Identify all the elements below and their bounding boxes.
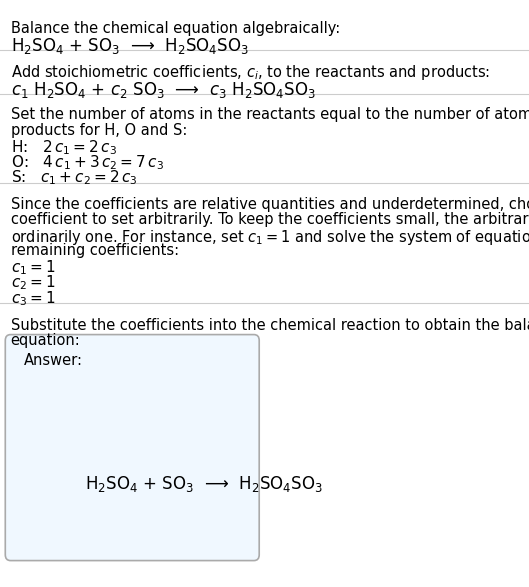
Text: Since the coefficients are relative quantities and underdetermined, choose a: Since the coefficients are relative quan… bbox=[11, 197, 529, 212]
Text: Substitute the coefficients into the chemical reaction to obtain the balanced: Substitute the coefficients into the che… bbox=[11, 318, 529, 333]
Text: Add stoichiometric coefficients, $c_i$, to the reactants and products:: Add stoichiometric coefficients, $c_i$, … bbox=[11, 63, 490, 82]
Text: O:   $4\,c_1 + 3\,c_2 = 7\,c_3$: O: $4\,c_1 + 3\,c_2 = 7\,c_3$ bbox=[11, 153, 164, 172]
Text: coefficient to set arbitrarily. To keep the coefficients small, the arbitrary va: coefficient to set arbitrarily. To keep … bbox=[11, 212, 529, 228]
Text: $c_2 = 1$: $c_2 = 1$ bbox=[11, 274, 55, 292]
Text: H:   $2\,c_1 = 2\,c_3$: H: $2\,c_1 = 2\,c_3$ bbox=[11, 138, 117, 157]
Text: H$_2$SO$_4$ + SO$_3$  ⟶  H$_2$SO$_4$SO$_3$: H$_2$SO$_4$ + SO$_3$ ⟶ H$_2$SO$_4$SO$_3$ bbox=[85, 474, 323, 494]
Text: S:   $c_1 + c_2 = 2\,c_3$: S: $c_1 + c_2 = 2\,c_3$ bbox=[11, 168, 137, 187]
Text: products for H, O and S:: products for H, O and S: bbox=[11, 123, 187, 138]
Text: Set the number of atoms in the reactants equal to the number of atoms in the: Set the number of atoms in the reactants… bbox=[11, 107, 529, 123]
Text: Answer:: Answer: bbox=[24, 353, 83, 369]
Text: H$_2$SO$_4$ + SO$_3$  ⟶  H$_2$SO$_4$SO$_3$: H$_2$SO$_4$ + SO$_3$ ⟶ H$_2$SO$_4$SO$_3$ bbox=[11, 36, 249, 56]
FancyBboxPatch shape bbox=[5, 335, 259, 561]
Text: ordinarily one. For instance, set $c_1 = 1$ and solve the system of equations fo: ordinarily one. For instance, set $c_1 =… bbox=[11, 228, 529, 247]
Text: Balance the chemical equation algebraically:: Balance the chemical equation algebraica… bbox=[11, 21, 340, 36]
Text: remaining coefficients:: remaining coefficients: bbox=[11, 243, 179, 258]
Text: $c_1 = 1$: $c_1 = 1$ bbox=[11, 258, 55, 277]
Text: equation:: equation: bbox=[11, 333, 80, 348]
Text: $c_3 = 1$: $c_3 = 1$ bbox=[11, 289, 55, 308]
Text: $c_1$ H$_2$SO$_4$ + $c_2$ SO$_3$  ⟶  $c_3$ H$_2$SO$_4$SO$_3$: $c_1$ H$_2$SO$_4$ + $c_2$ SO$_3$ ⟶ $c_3$… bbox=[11, 80, 316, 100]
